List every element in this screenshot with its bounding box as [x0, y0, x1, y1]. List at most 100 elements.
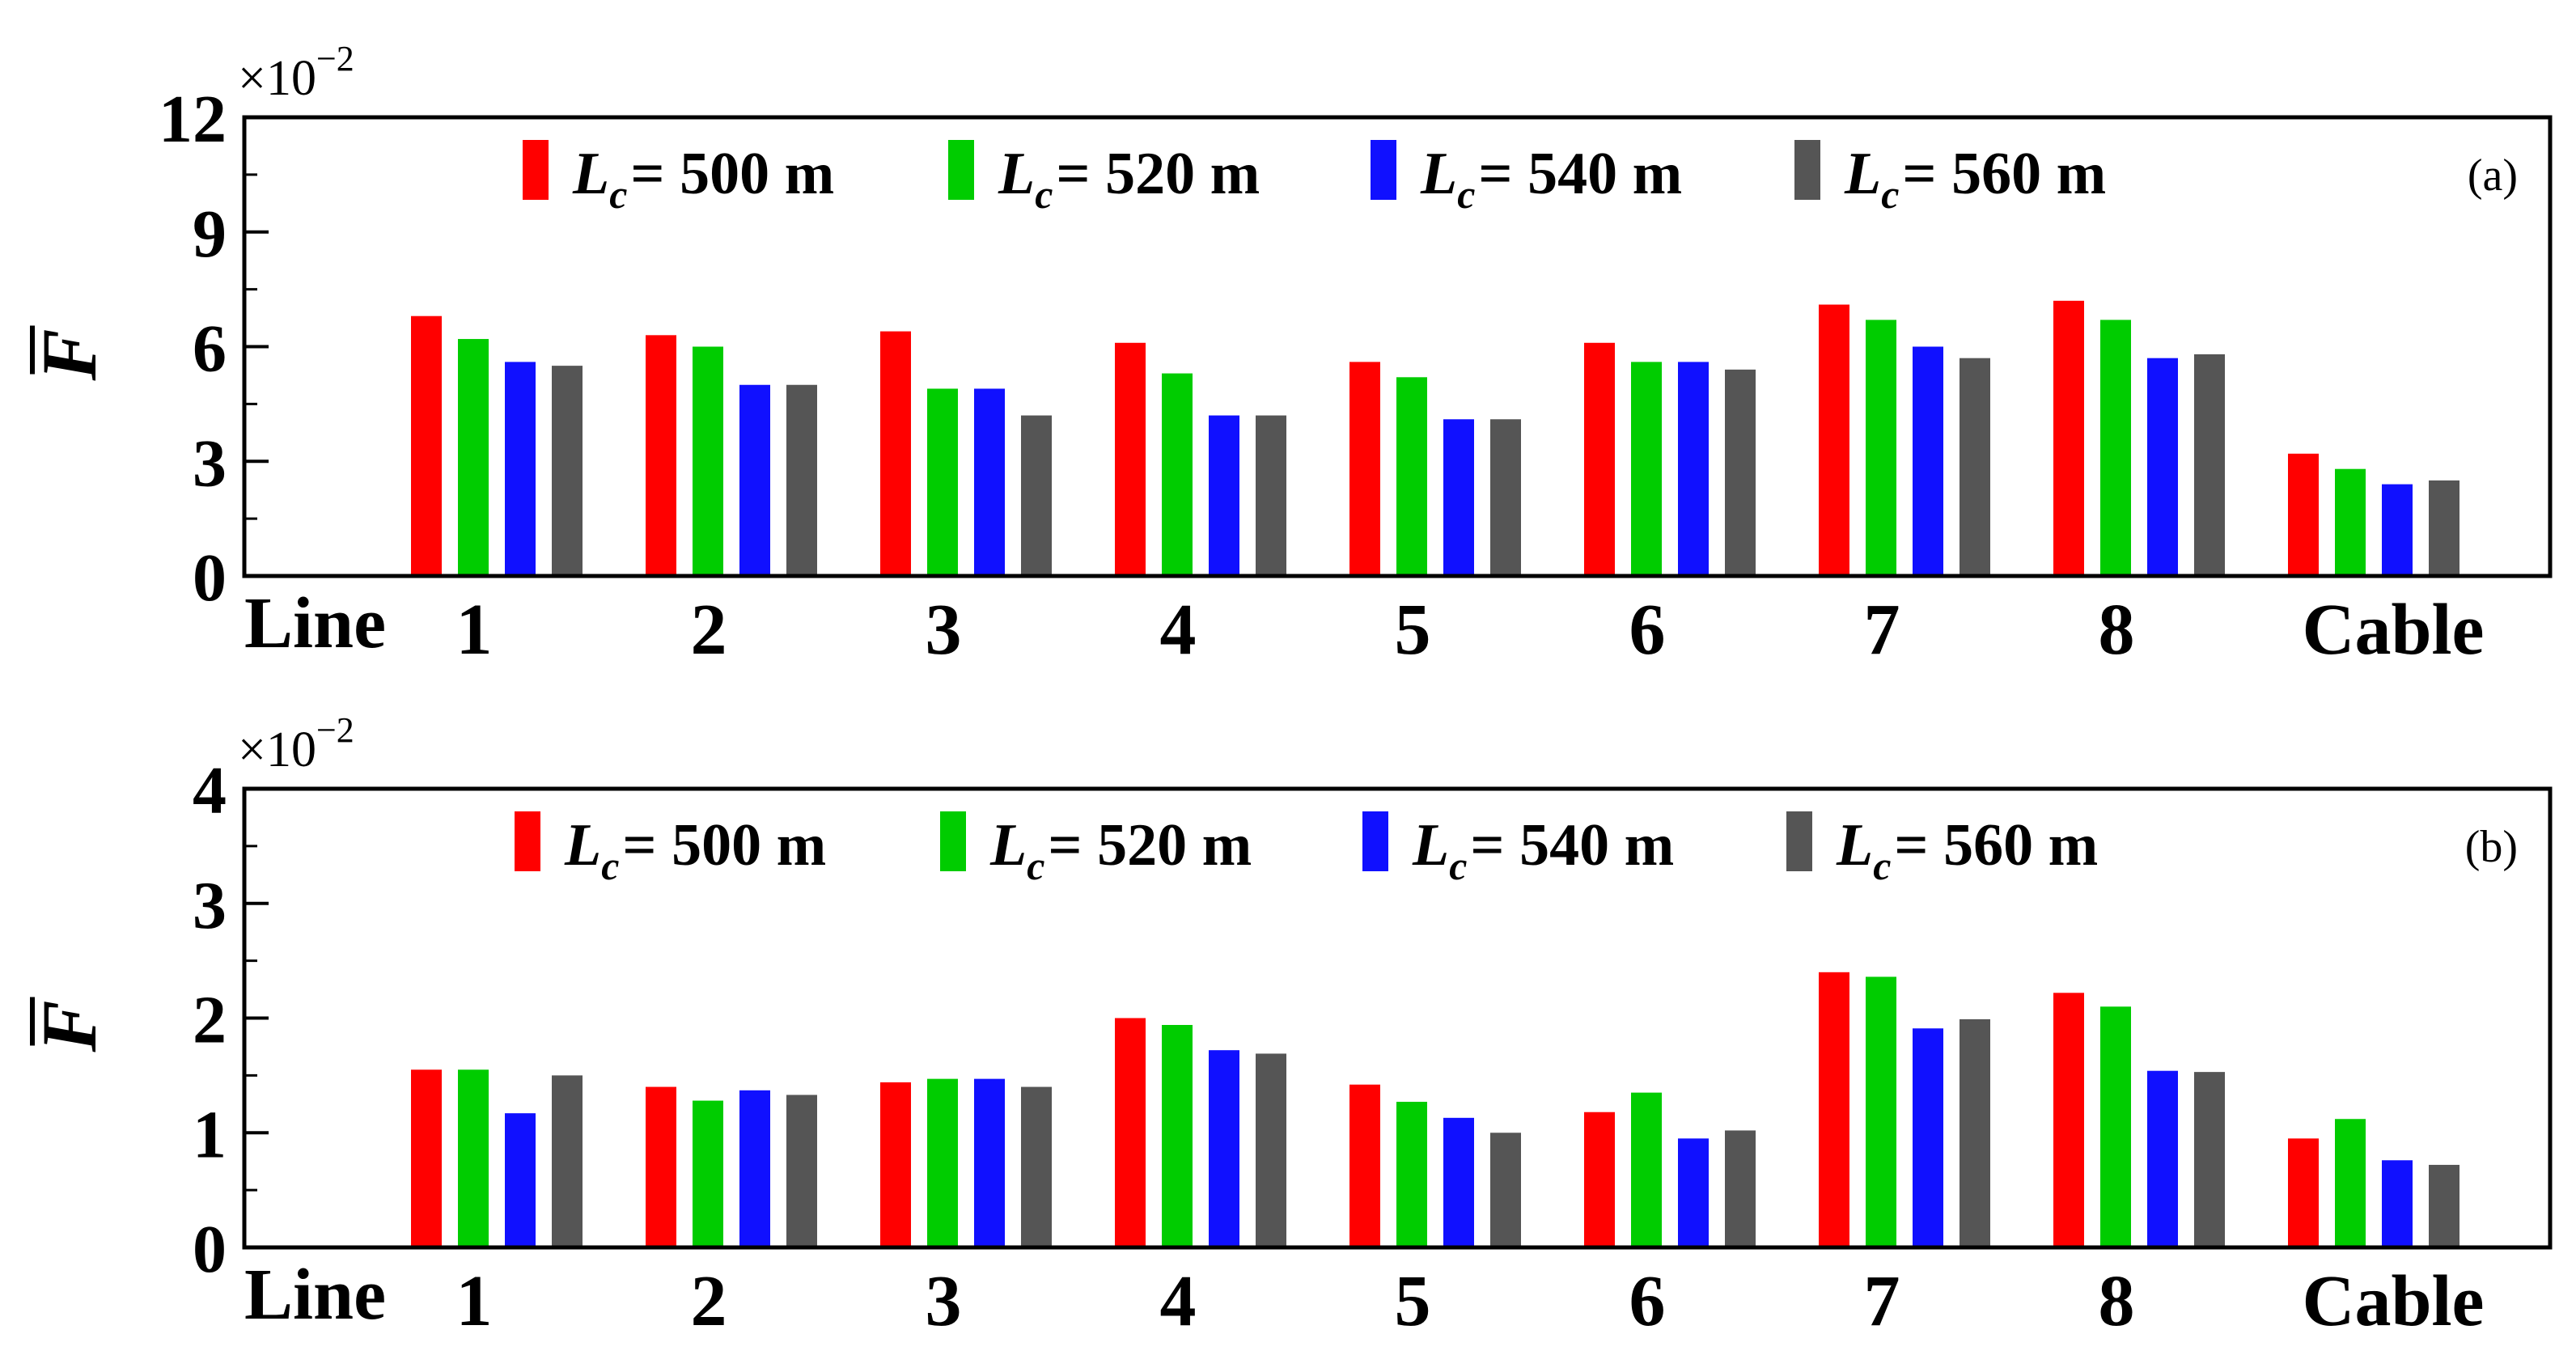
- y-tick-label: 3: [193, 426, 227, 501]
- bar: [1584, 342, 1615, 576]
- legend-swatch: [1362, 811, 1388, 871]
- x-tick-label: 4: [1160, 590, 1197, 670]
- bar: [2053, 993, 2084, 1247]
- legend-item: Lc= 540 m: [1371, 140, 1682, 217]
- bar: [974, 1078, 1005, 1247]
- multiplier-exponent: −2: [316, 39, 354, 78]
- bar: [1162, 1025, 1193, 1247]
- legend-value: = 500 m: [630, 141, 834, 207]
- legend-subscript: c: [1449, 843, 1467, 888]
- y-tick-label: 9: [193, 197, 227, 272]
- bar: [739, 384, 770, 576]
- bar: [1209, 1050, 1239, 1247]
- x-tick-label: 1: [456, 590, 493, 670]
- bar: [2194, 1072, 2225, 1247]
- bar: [1819, 972, 1849, 1247]
- bar: [1866, 320, 1896, 576]
- x-tick-label: 8: [2099, 590, 2135, 670]
- legend-subscript: c: [609, 172, 627, 217]
- x-tick-label: 8: [2099, 1261, 2135, 1341]
- legend-label: Lc= 540 m: [1420, 141, 1682, 217]
- bar: [927, 1078, 958, 1247]
- bar: [1678, 1138, 1709, 1247]
- legend-symbol: L: [1844, 141, 1881, 207]
- bar: [1678, 362, 1709, 576]
- bar: [2429, 1164, 2459, 1247]
- legend-label: Lc= 520 m: [989, 812, 1252, 888]
- bar: [552, 366, 583, 576]
- legend-subscript: c: [601, 843, 619, 888]
- legend-symbol: L: [572, 141, 609, 207]
- panel-label: (b): [2465, 822, 2518, 872]
- bar: [2382, 484, 2413, 576]
- bar: [2288, 453, 2319, 576]
- legend-subscript: c: [1457, 172, 1475, 217]
- bar: [1584, 1112, 1615, 1247]
- y-tick-label: 3: [193, 868, 227, 943]
- multiplier-base: ×10: [238, 722, 316, 777]
- legend: Lc= 500 m Lc= 520 m Lc= 540 m Lc= 560 m: [523, 140, 2106, 217]
- bar: [880, 1082, 911, 1247]
- legend-symbol: L: [1412, 812, 1449, 879]
- x-tick-label: 6: [1629, 590, 1666, 670]
- legend: Lc= 500 m Lc= 520 m Lc= 540 m Lc= 560 m: [515, 811, 2098, 888]
- legend-item: Lc= 520 m: [940, 811, 1252, 888]
- bar: [646, 1086, 676, 1247]
- bar: [974, 388, 1005, 576]
- bar: [1913, 346, 1943, 576]
- bar: [1631, 1092, 1662, 1247]
- y-tick-label: 0: [193, 540, 227, 616]
- bar: [505, 1113, 536, 1247]
- bar: [1349, 1084, 1380, 1247]
- multiplier-exponent: −2: [316, 710, 354, 750]
- bar: [2288, 1138, 2319, 1247]
- x-tick-label: Cable: [2303, 590, 2485, 670]
- legend-item: Lc= 500 m: [515, 811, 826, 888]
- legend-value: = 500 m: [622, 812, 826, 879]
- y-axis-label: F: [26, 325, 112, 382]
- x-tick-label: 5: [1395, 1261, 1431, 1341]
- legend-swatch: [1786, 811, 1812, 871]
- legend-item: Lc= 500 m: [523, 140, 834, 217]
- bar: [2194, 354, 2225, 576]
- bars: [411, 972, 2459, 1247]
- bar: [1115, 342, 1146, 576]
- bar: [505, 362, 536, 576]
- x-tick-label: 2: [691, 1261, 727, 1341]
- legend-item: Lc= 540 m: [1362, 811, 1674, 888]
- bar: [927, 388, 958, 576]
- bar: [1490, 1133, 1521, 1247]
- y-tick-label: 2: [193, 983, 227, 1058]
- multiplier-base: ×10: [238, 51, 316, 106]
- bar: [552, 1075, 583, 1247]
- x-tick-label: 6: [1629, 1261, 1666, 1341]
- bar: [411, 1069, 442, 1247]
- bar: [1913, 1028, 1943, 1247]
- legend-label: Lc= 540 m: [1412, 812, 1674, 888]
- bar: [1021, 1086, 1052, 1247]
- legend-swatch: [940, 811, 966, 871]
- legend-subscript: c: [1027, 843, 1044, 888]
- legend-swatch: [523, 140, 549, 200]
- bar: [1490, 419, 1521, 576]
- x-tick-label: 3: [926, 590, 962, 670]
- bar: [1256, 1053, 1286, 1247]
- bar: [1631, 362, 1662, 576]
- bar: [1960, 1018, 1990, 1247]
- bar: [2382, 1160, 2413, 1247]
- legend-label: Lc= 500 m: [572, 141, 834, 217]
- legend-swatch: [948, 140, 974, 200]
- bar: [411, 315, 442, 576]
- panel-label: (a): [2468, 150, 2518, 201]
- bar: [1725, 1130, 1756, 1247]
- y-tick-label: 4: [193, 753, 227, 828]
- x-tick-label: 7: [1864, 1261, 1900, 1341]
- y-axis-label-text: F: [26, 1000, 112, 1052]
- y-tick-label: 1: [193, 1097, 227, 1172]
- legend-symbol: L: [1836, 812, 1873, 879]
- bar: [1725, 369, 1756, 576]
- legend-label: Lc= 560 m: [1844, 141, 2106, 217]
- bar: [1396, 1101, 1427, 1247]
